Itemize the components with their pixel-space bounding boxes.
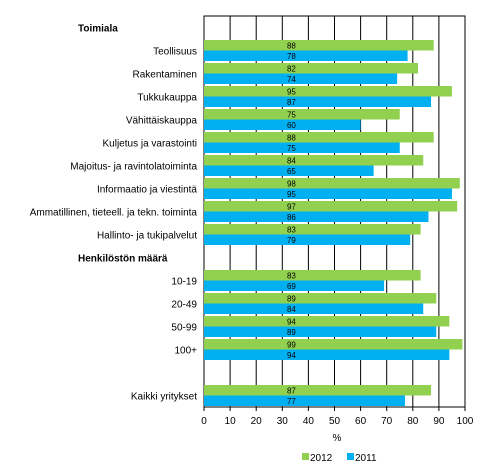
legend: 2012 2011 <box>302 453 377 464</box>
category-label: 100+ <box>174 346 197 357</box>
group-header: Toimiala <box>78 24 118 35</box>
data-label: 60 <box>287 121 296 130</box>
data-label: 75 <box>287 144 296 153</box>
x-tick-label: 90 <box>433 416 445 427</box>
category-label: 20-49 <box>171 300 197 311</box>
bar-2012 <box>204 339 463 350</box>
data-label: 94 <box>287 351 296 360</box>
category-label: Rakentaminen <box>133 70 197 81</box>
category-label: 50-99 <box>171 323 197 334</box>
data-label: 78 <box>287 52 296 61</box>
data-label: 89 <box>287 328 296 337</box>
bar-2011 <box>204 165 374 176</box>
category-label: Majoitus- ja ravintolatoiminta <box>70 162 197 173</box>
bar-2012 <box>204 132 434 143</box>
data-label: 79 <box>287 236 296 245</box>
bar-2012 <box>204 270 421 281</box>
legend-swatch <box>347 453 354 460</box>
data-label: 83 <box>287 272 296 281</box>
bar-2011 <box>204 326 437 337</box>
x-tick-label: 20 <box>251 416 263 427</box>
bar-2011 <box>204 349 450 360</box>
data-label: 98 <box>287 180 296 189</box>
bar-2012 <box>204 63 419 74</box>
bar-2012 <box>204 293 437 304</box>
group-header: Henkilöstön määrä <box>78 254 168 265</box>
category-label: Informaatio ja viestintä <box>97 185 197 196</box>
bar-2011 <box>204 280 385 291</box>
bar-2011 <box>204 234 411 245</box>
bar-2012 <box>204 385 432 396</box>
legend-swatch <box>302 453 309 460</box>
bar-2012 <box>204 155 424 166</box>
bar-2012 <box>204 224 421 235</box>
bar-2011 <box>204 142 400 153</box>
bar-2012 <box>204 316 450 327</box>
x-tick-label: 60 <box>355 416 367 427</box>
bar-2012 <box>204 86 452 97</box>
x-tick-label: 100 <box>457 416 474 427</box>
bar-2011 <box>204 188 452 199</box>
bar-2012 <box>204 40 434 51</box>
data-label: 69 <box>287 282 296 291</box>
data-label: 88 <box>287 134 296 143</box>
category-label: Vähittäiskauppa <box>126 116 198 127</box>
data-label: 87 <box>287 98 296 107</box>
bar-2011 <box>204 119 361 130</box>
bar-2012 <box>204 201 458 212</box>
category-labels: Toimiala Teollisuus Rakentaminen Tukkukaupp… <box>30 24 198 403</box>
x-tick-label: 40 <box>303 416 315 427</box>
bar-2011 <box>204 303 424 314</box>
bar-2011 <box>204 211 429 222</box>
bar-2011 <box>204 395 405 406</box>
data-label: 95 <box>287 190 296 199</box>
data-labels: 8878827495877560887584659895978683798369… <box>287 42 296 407</box>
bars <box>204 40 463 406</box>
data-label: 74 <box>287 75 296 84</box>
data-label: 65 <box>287 167 296 176</box>
x-tick-label: 80 <box>407 416 419 427</box>
x-axis-label: % <box>333 433 342 444</box>
bar-2011 <box>204 50 408 61</box>
x-tick-label: 50 <box>329 416 341 427</box>
data-label: 97 <box>287 203 296 212</box>
x-tick-label: 30 <box>277 416 289 427</box>
data-label: 87 <box>287 387 296 396</box>
data-label: 94 <box>287 318 296 327</box>
bar-2012 <box>204 178 460 189</box>
data-label: 84 <box>287 157 296 166</box>
bar-2012 <box>204 109 400 120</box>
data-label: 75 <box>287 111 296 120</box>
data-label: 99 <box>287 341 296 350</box>
category-label: Tukkukauppa <box>137 93 197 104</box>
data-label: 88 <box>287 42 296 51</box>
x-tick-label: 0 <box>201 416 207 427</box>
x-axis: 0 10 20 30 40 50 60 70 80 90 100 <box>201 407 474 427</box>
data-label: 83 <box>287 226 296 235</box>
data-label: 84 <box>287 305 296 314</box>
x-tick-label: 70 <box>381 416 393 427</box>
category-label: Ammatillinen, tieteell. ja tekn. toimint… <box>30 208 198 219</box>
bar-2011 <box>204 96 432 107</box>
bar-2011 <box>204 73 398 84</box>
data-label: 95 <box>287 88 296 97</box>
category-label: 10-19 <box>171 277 197 288</box>
x-tick-label: 10 <box>225 416 237 427</box>
category-label: Hallinto- ja tukipalvelut <box>97 231 197 242</box>
data-label: 82 <box>287 65 296 74</box>
category-label: Kaikki yritykset <box>131 392 197 403</box>
data-label: 77 <box>287 397 296 406</box>
legend-entry: 2012 <box>310 453 333 464</box>
category-label: Teollisuus <box>153 47 197 58</box>
legend-entry: 2011 <box>355 453 377 464</box>
category-label: Kuljetus ja varastointi <box>103 139 198 150</box>
data-label: 89 <box>287 295 296 304</box>
data-label: 86 <box>287 213 296 222</box>
